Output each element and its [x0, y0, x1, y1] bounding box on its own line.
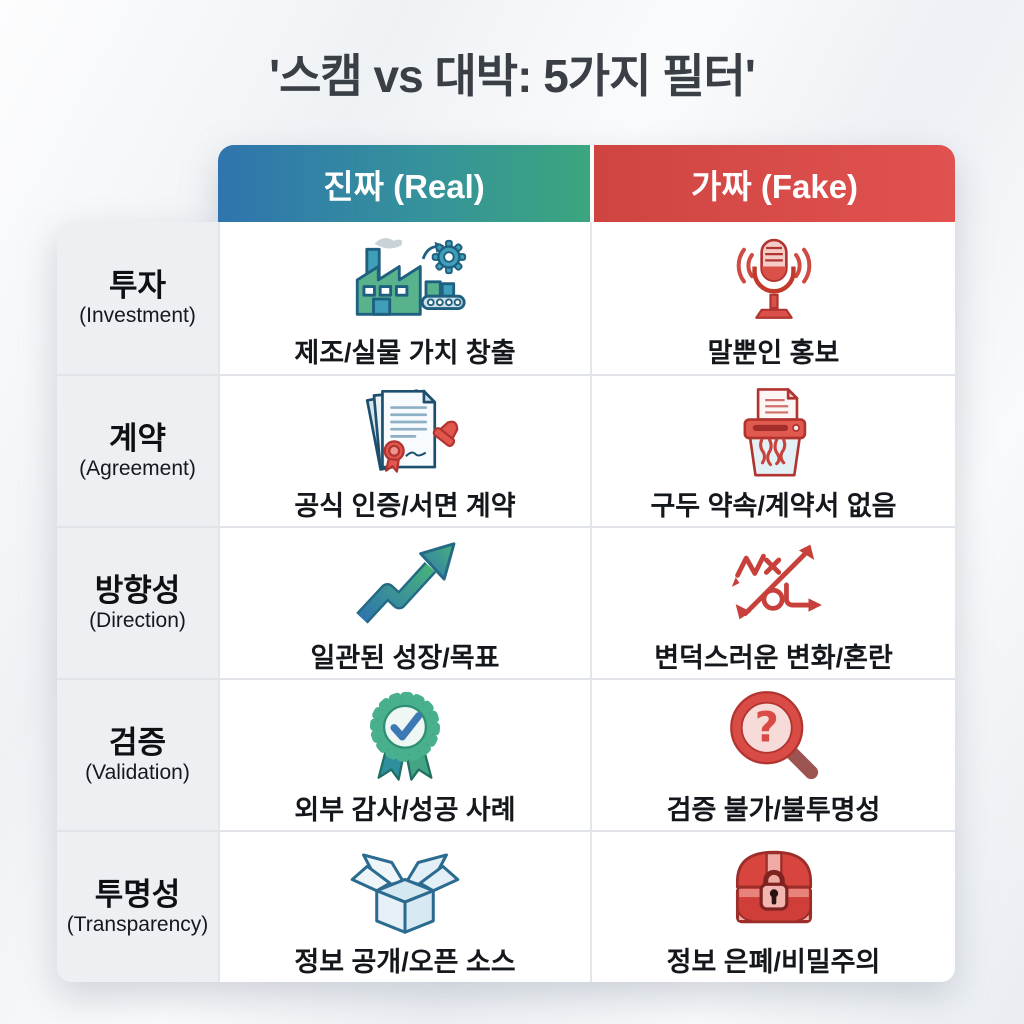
cell-caption: 변덕스러운 변화/혼란 [654, 643, 893, 673]
cell-caption: 공식 인증/서면 계약 [294, 491, 516, 521]
table-corner-spacer [57, 145, 218, 222]
row-label-en: (Validation) [85, 761, 190, 785]
cell-direction-real: 일관된 성장/목표 [218, 526, 590, 678]
ribbon-check-icon [355, 683, 455, 787]
row-label-en: (Transparency) [66, 913, 209, 937]
comparison-table: 진짜 (Real) 가짜 (Fake) 투자 (Investment) [57, 145, 955, 982]
cell-caption: 제조/실물 가치 창출 [294, 338, 516, 368]
row-label-direction: 방향성 (Direction) [57, 526, 218, 678]
cell-caption: 구두 약속/계약서 없음 [650, 491, 897, 521]
cell-investment-fake: 말뿐인 홍보 [590, 222, 955, 374]
microphone-icon [721, 226, 827, 330]
row-label-ko: 투명성 [94, 876, 181, 912]
factory-icon [342, 226, 468, 330]
cell-agreement-real: 공식 인증/서면 계약 [218, 374, 590, 526]
cell-investment-real: 제조/실물 가치 창출 [218, 222, 590, 374]
magnifier-question-icon: ? [724, 683, 824, 787]
cell-validation-fake: ? 검증 불가/불투명성 [590, 678, 955, 830]
row-label-ko: 계약 [108, 420, 167, 456]
cell-caption: 말뿐인 홍보 [707, 338, 840, 368]
row-label-validation: 검증 (Validation) [57, 678, 218, 830]
row-label-en: (Agreement) [79, 457, 196, 481]
page-title: '스캠 vs 대박: 5가지 필터' [269, 50, 756, 102]
open-box-icon [348, 835, 462, 939]
cell-caption: 검증 불가/불투명성 [666, 795, 881, 825]
svg-text:?: ? [754, 702, 778, 751]
row-label-investment: 투자 (Investment) [57, 222, 218, 374]
column-header-real: 진짜 (Real) [218, 145, 590, 222]
locked-chest-icon [719, 835, 829, 939]
growth-arrow-icon [346, 531, 464, 635]
chaos-arrows-icon [716, 531, 832, 635]
row-label-ko: 방향성 [94, 572, 181, 608]
cell-direction-fake: 변덕스러운 변화/혼란 [590, 526, 955, 678]
cell-caption: 정보 은폐/비밀주의 [666, 947, 881, 977]
cell-caption: 일관된 성장/목표 [310, 643, 500, 673]
row-label-en: (Investment) [79, 304, 196, 328]
cell-caption: 정보 공개/오픈 소스 [294, 947, 516, 977]
cell-agreement-fake: 구두 약속/계약서 없음 [590, 374, 955, 526]
cell-caption: 외부 감사/성공 사례 [294, 795, 516, 825]
certified-document-icon [350, 379, 460, 483]
row-label-ko: 투자 [108, 267, 167, 303]
shredder-icon [721, 379, 827, 483]
cell-validation-real: 외부 감사/성공 사례 [218, 678, 590, 830]
column-header-fake: 가짜 (Fake) [590, 145, 955, 222]
cell-transparency-real: 정보 공개/오픈 소스 [218, 830, 590, 982]
row-label-en: (Direction) [89, 609, 186, 633]
cell-transparency-fake: 정보 은폐/비밀주의 [590, 830, 955, 982]
row-label-ko: 검증 [108, 724, 167, 760]
row-label-agreement: 계약 (Agreement) [57, 374, 218, 526]
row-label-transparency: 투명성 (Transparency) [57, 830, 218, 982]
